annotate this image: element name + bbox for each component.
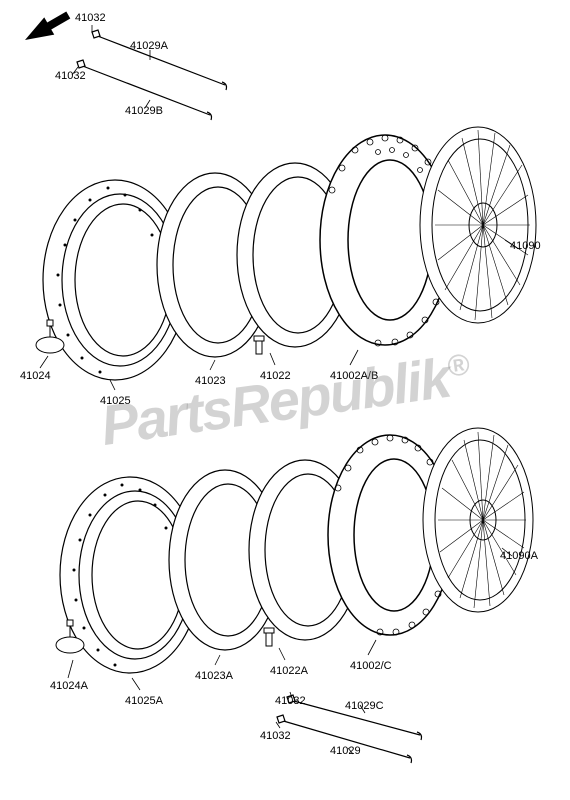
part-label: 41029B [125, 105, 163, 117]
valve-bottom [264, 628, 274, 646]
parts-diagram: 41032 41029A 41032 41029B 41090 41002A/B… [0, 0, 570, 800]
part-label: 41032 [75, 12, 106, 24]
part-label: 41022A [270, 665, 308, 677]
part-label: 41025 [100, 395, 131, 407]
valve-top [254, 336, 264, 354]
part-label: 41029C [345, 700, 384, 712]
part-label: 41029A [130, 40, 168, 52]
part-label: 41023 [195, 375, 226, 387]
part-label: 41022 [260, 370, 291, 382]
part-label: 41024A [50, 680, 88, 692]
part-label: 41029 [330, 745, 361, 757]
part-label: 41002A/B [330, 370, 378, 382]
part-label: 41024 [20, 370, 51, 382]
part-label: 41090 [510, 240, 541, 252]
direction-arrow [20, 6, 73, 48]
part-label: 41090A [500, 550, 538, 562]
part-label: 41032 [55, 70, 86, 82]
part-label: 41002/C [350, 660, 392, 672]
part-label: 41032 [260, 730, 291, 742]
part-label: 41025A [125, 695, 163, 707]
part-label: 41032 [275, 695, 306, 707]
part-label: 41023A [195, 670, 233, 682]
